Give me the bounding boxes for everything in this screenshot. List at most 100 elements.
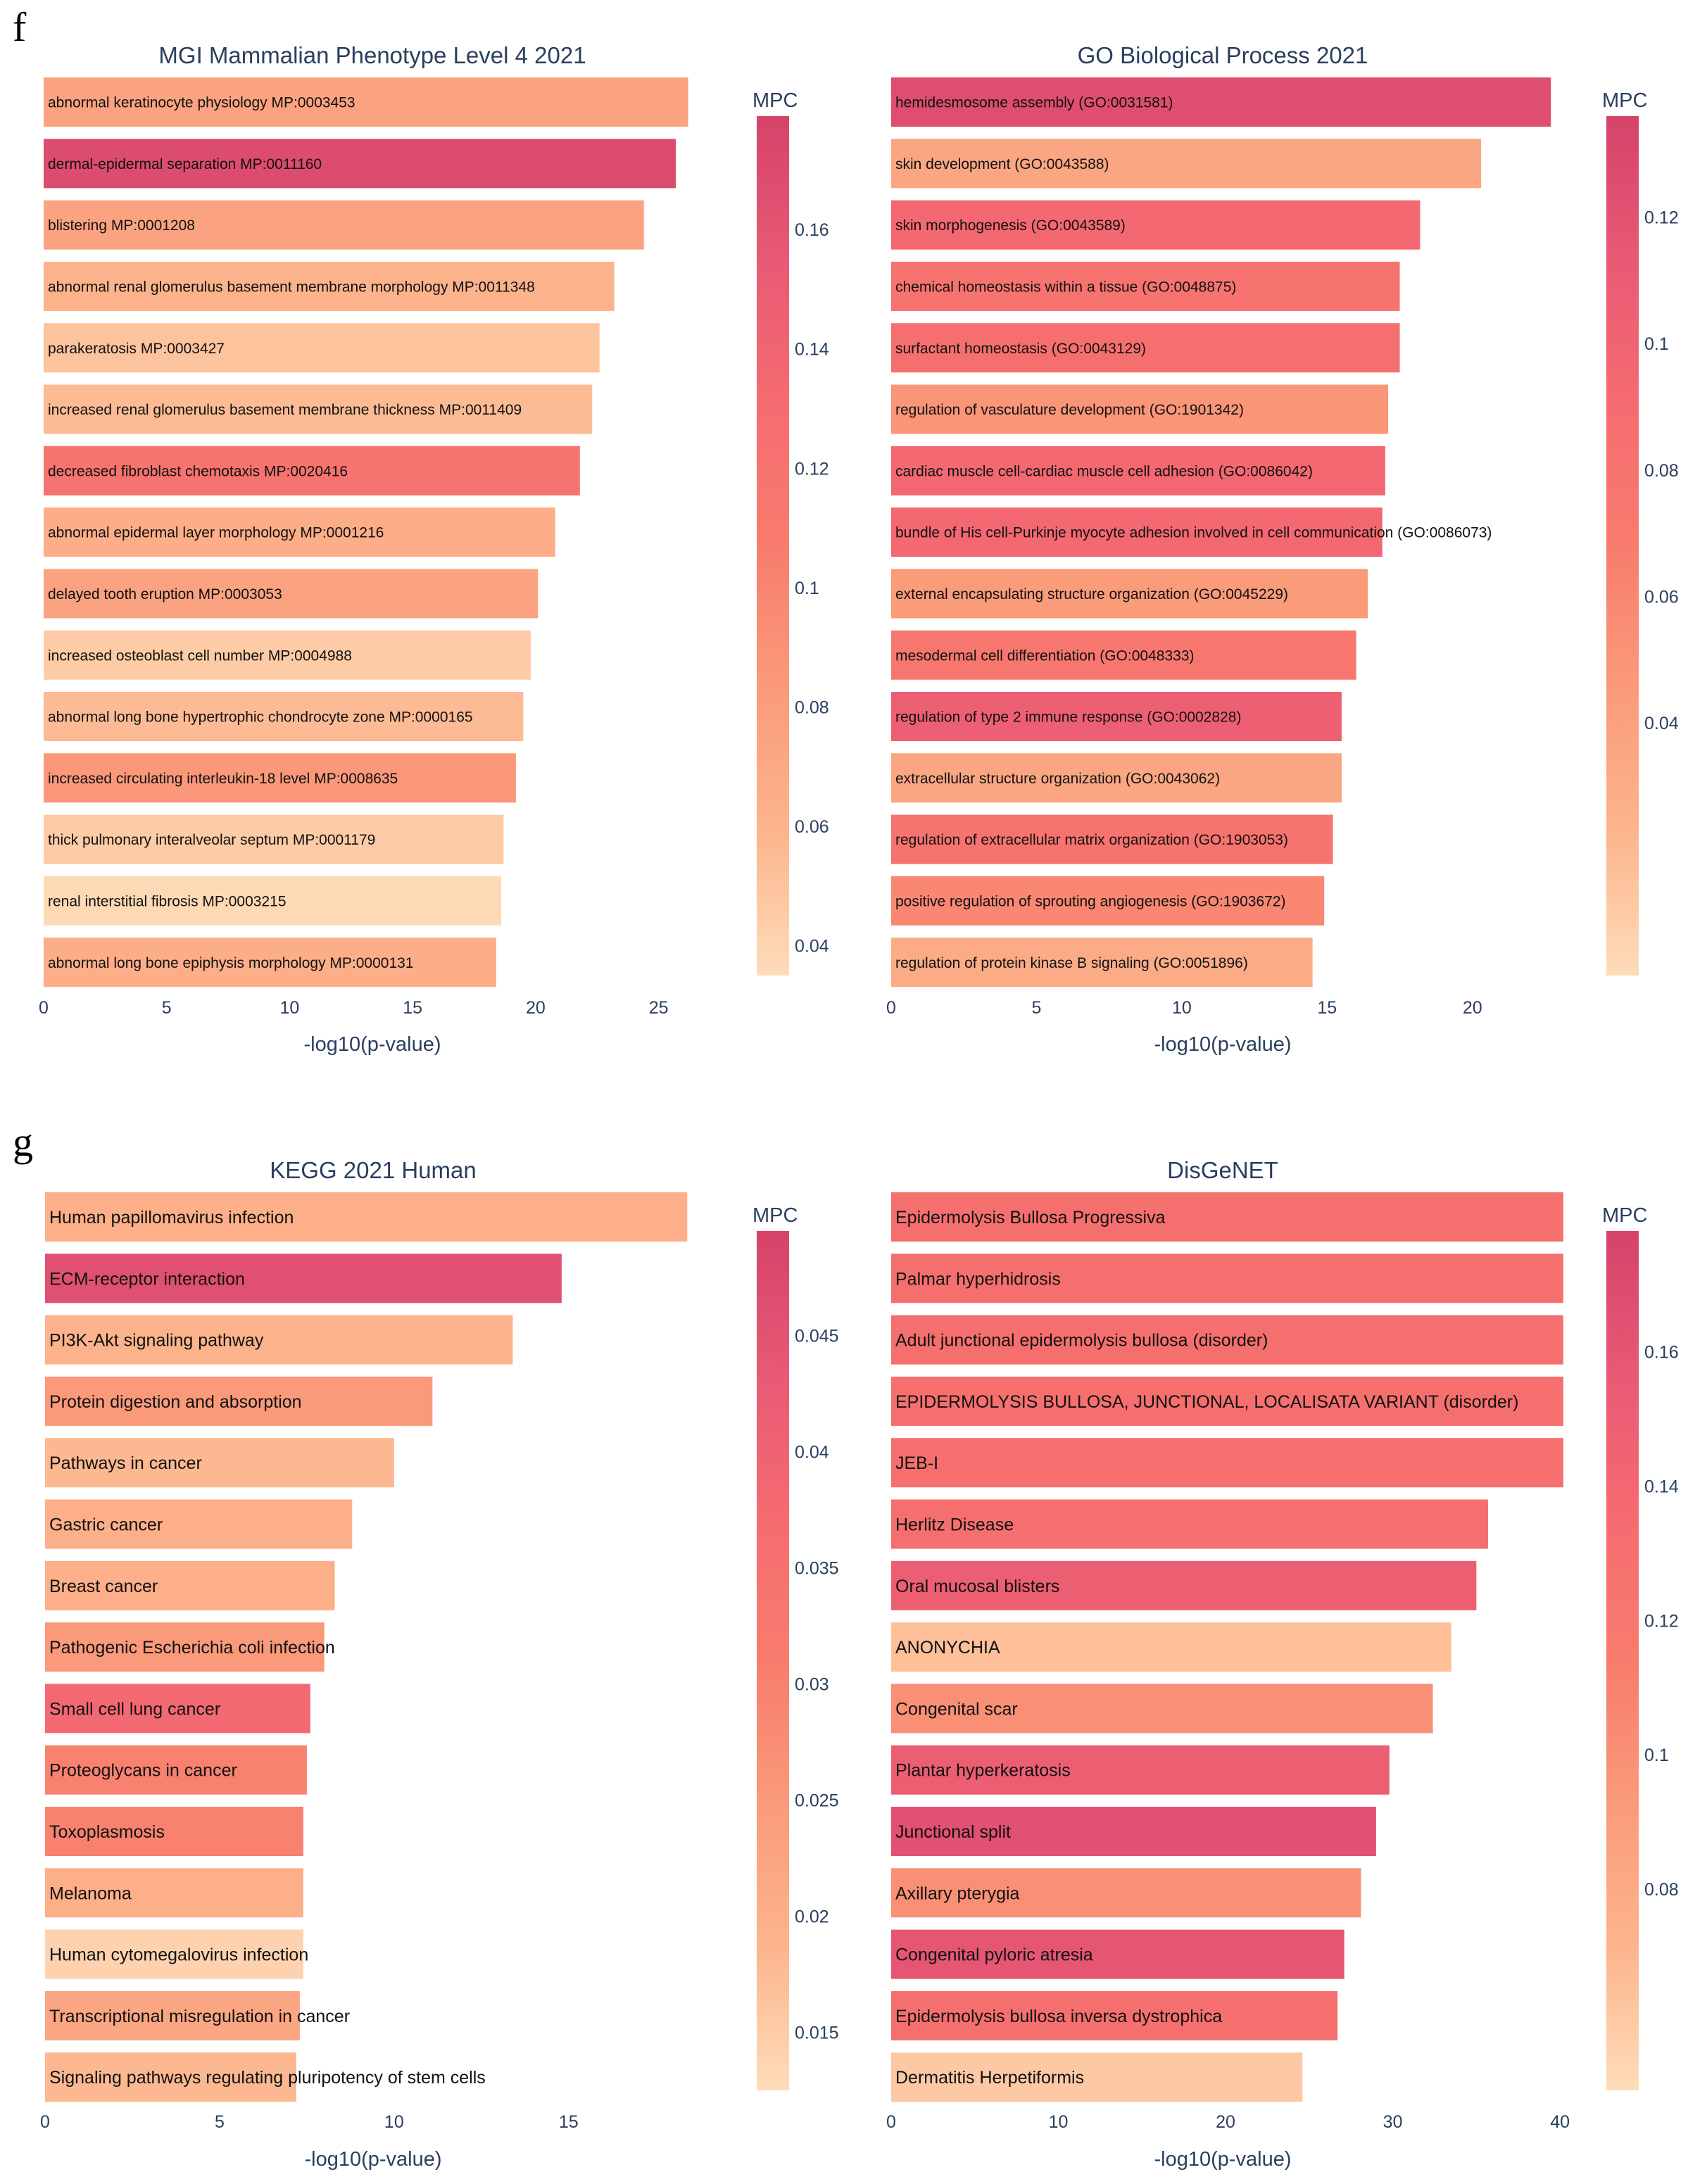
bar [891, 1622, 1451, 1672]
bar-label: Protein digestion and absorption [49, 1392, 302, 1412]
bar-label: regulation of type 2 immune response (GO… [895, 709, 1241, 726]
bar-label: ECM-receptor interaction [49, 1269, 245, 1289]
bar [45, 1376, 433, 1426]
panel-label-g: g [13, 1119, 33, 1165]
bar-label: mesodermal cell differentiation (GO:0048… [895, 648, 1195, 664]
bar [891, 1499, 1488, 1549]
bar-label: thick pulmonary interalveolar septum MP:… [48, 832, 375, 848]
bar [45, 1254, 562, 1304]
bar-label: ANONYCHIA [895, 1638, 1000, 1658]
bar-label: Palmar hyperhidrosis [895, 1269, 1061, 1289]
bar-label: Epidermolysis bullosa inversa dystrophic… [895, 2007, 1222, 2026]
bar [891, 692, 1342, 741]
colorbar-tick-label: 0.035 [795, 1559, 839, 1579]
x-tick-label: 25 [649, 998, 669, 1018]
chart-mgi-phenotype: MGI Mammalian Phenotype Level 4 2021 abno… [39, 42, 829, 1056]
bar [891, 630, 1356, 680]
x-tick-label: 10 [1049, 2112, 1069, 2132]
bar [44, 753, 516, 803]
colorbar-tick-label: 0.08 [795, 698, 829, 717]
bar [891, 139, 1482, 189]
x-tick-label: 20 [1463, 998, 1482, 1018]
bar [45, 2052, 296, 2102]
bar-label: PI3K-Akt signaling pathway [49, 1331, 264, 1351]
bar [891, 1990, 1338, 2040]
chart-title: GO Biological Process 2021 [1078, 42, 1368, 68]
colorbar-tick-label: 0.14 [795, 340, 829, 360]
colorbar-title: MPC [1602, 1204, 1647, 1227]
bar [44, 323, 600, 373]
bar [891, 1684, 1433, 1734]
bar [45, 1622, 325, 1672]
bar-label: regulation of extracellular matrix organ… [895, 832, 1288, 848]
bar [891, 938, 1313, 987]
bar [44, 200, 644, 250]
x-tick-label: 15 [403, 998, 422, 1018]
bar [44, 261, 615, 311]
bar [891, 1745, 1390, 1795]
x-tick-label: 0 [886, 998, 896, 1018]
colorbar-tick-label: 0.025 [795, 1791, 839, 1811]
bar-label: Herlitz Disease [895, 1515, 1014, 1535]
colorbar-tick-label: 0.08 [1644, 461, 1679, 481]
colorbar-tick-label: 0.02 [795, 1907, 829, 1927]
colorbar-title: MPC [752, 1204, 798, 1227]
colorbar-tick-label: 0.1 [795, 579, 819, 598]
colorbar [1606, 1231, 1639, 2090]
bar-label: increased renal glomerulus basement memb… [48, 402, 522, 418]
bar [44, 507, 555, 557]
x-tick-label: 15 [1317, 998, 1337, 1018]
bar-label: abnormal renal glomerulus basement membr… [48, 279, 535, 295]
bar [891, 569, 1368, 619]
bar-label: Adult junctional epidermolysis bullosa (… [895, 1331, 1268, 1351]
bar-label: EPIDERMOLYSIS BULLOSA, JUNCTIONAL, LOCAL… [895, 1392, 1518, 1412]
bar-label: chemical homeostasis within a tissue (GO… [895, 279, 1236, 295]
bar-label: increased osteoblast cell number MP:0004… [48, 648, 352, 664]
colorbar-tick-label: 0.12 [1644, 208, 1679, 228]
bar [891, 1929, 1344, 1979]
x-axis-label: -log10(p-value) [1154, 2148, 1291, 2171]
colorbar-tick-label: 0.16 [795, 220, 829, 240]
bar-label: bundle of His cell-Purkinje myocyte adhe… [895, 525, 1492, 541]
bar-label: abnormal keratinocyte physiology MP:0003… [48, 95, 355, 111]
x-tick-label: 30 [1383, 2112, 1403, 2132]
bar-label: skin morphogenesis (GO:0043589) [895, 217, 1126, 234]
colorbar [1606, 116, 1639, 976]
bar [891, 753, 1342, 803]
bar [891, 1315, 1563, 1365]
bar [44, 938, 496, 987]
bar [891, 323, 1400, 373]
bar-label: abnormal long bone epiphysis morphology … [48, 955, 414, 971]
x-axis-label: -log10(p-value) [1154, 1033, 1291, 1056]
bar-label: regulation of vasculature development (G… [895, 402, 1244, 418]
colorbar-tick-label: 0.1 [1644, 334, 1669, 354]
chart-title: KEGG 2021 Human [270, 1157, 477, 1183]
bar [45, 1315, 513, 1365]
x-tick-label: 20 [1216, 2112, 1235, 2132]
bar [891, 446, 1385, 495]
bar-label: dermal-epidermal separation MP:0011160 [48, 156, 322, 172]
bar-label: Breast cancer [49, 1577, 158, 1596]
bar-label: Epidermolysis Bullosa Progressiva [895, 1208, 1166, 1227]
bar [45, 1990, 300, 2040]
bar [45, 1438, 394, 1488]
bar [891, 2052, 1303, 2102]
colorbar-tick-label: 0.04 [1644, 714, 1679, 733]
bar-label: Transcriptional misregulation in cancer [49, 2007, 350, 2026]
bar-label: Oral mucosal blisters [895, 1577, 1059, 1596]
colorbar-tick-label: 0.06 [795, 817, 829, 837]
colorbar-tick-label: 0.06 [1644, 587, 1679, 607]
bar [891, 1254, 1563, 1304]
bar [45, 1192, 688, 1242]
x-tick-label: 20 [526, 998, 546, 1018]
chart-title: MGI Mammalian Phenotype Level 4 2021 [158, 42, 586, 68]
bar-label: extracellular structure organization (GO… [895, 771, 1220, 787]
bar-label: Congenital scar [895, 1699, 1018, 1719]
colorbar-title: MPC [752, 89, 798, 112]
x-tick-label: 5 [1031, 998, 1041, 1018]
bar [891, 876, 1325, 926]
bar-label: external encapsulating structure organiz… [895, 586, 1288, 602]
bar [45, 1684, 310, 1734]
bar [44, 384, 593, 434]
bar [44, 569, 538, 619]
